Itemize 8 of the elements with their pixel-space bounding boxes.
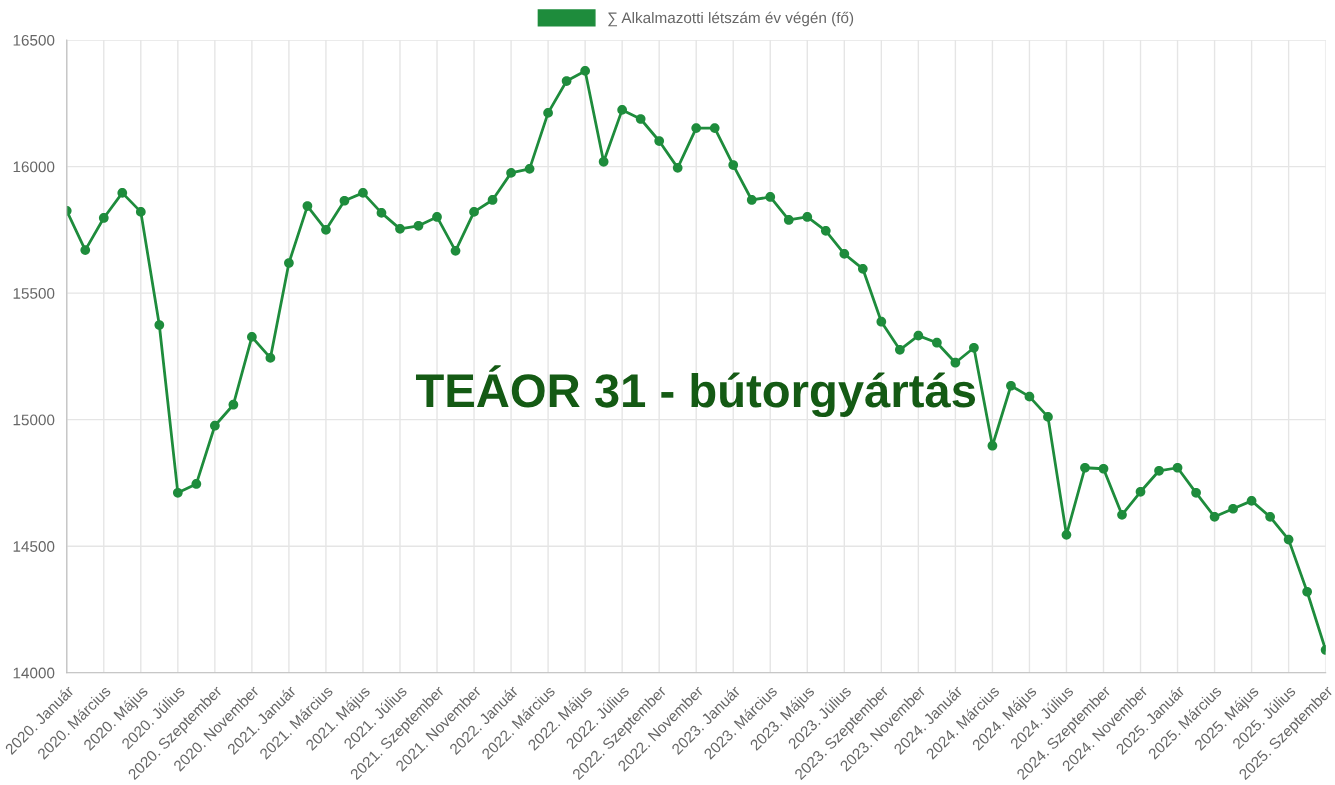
y-tick-label: 15000 [13, 414, 55, 426]
y-tick-label: 16500 [13, 34, 55, 46]
legend-label: ∑ Alkalmazotti létszám év végén (fő) [608, 11, 854, 27]
annotation: TEÁOR 31 - bútorgyártás [415, 365, 976, 418]
y-tick-label: 15500 [13, 287, 55, 299]
y-tick-label: 14000 [13, 667, 55, 679]
y-tick-label: 16000 [13, 161, 55, 173]
y-tick-label: 14500 [13, 541, 55, 552]
